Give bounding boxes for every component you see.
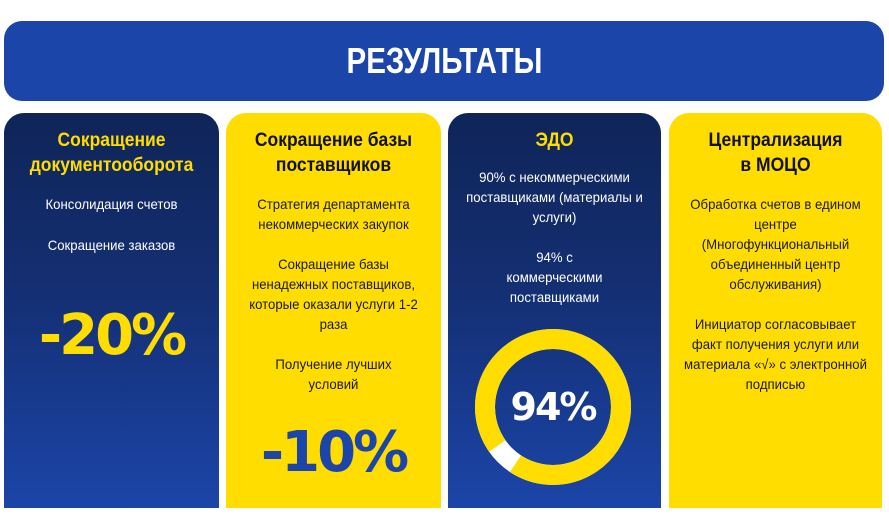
card-document-flow-reduction: Сокращение документооборота Консолидация… bbox=[4, 113, 219, 508]
card-item: Консолидация счетов bbox=[45, 196, 178, 212]
card-item: Получение лучших условий bbox=[275, 356, 392, 392]
card-item: Инициатор согласовывает факт получения у… bbox=[684, 316, 867, 392]
card-item: Сокращение заказов bbox=[47, 237, 176, 253]
reduction-value: -20% bbox=[38, 303, 187, 368]
card-title-line: в МОЦО bbox=[740, 155, 811, 176]
card-title-line: Сокращение bbox=[57, 130, 166, 151]
results-banner: РЕЗУЛЬТАТЫ bbox=[4, 21, 884, 101]
donut-chart: 94% bbox=[474, 328, 632, 486]
donut-ring-icon bbox=[475, 329, 631, 485]
card-title-line: документооборота bbox=[29, 155, 194, 176]
card-item: Обработка счетов в едином центре (Многоф… bbox=[690, 196, 861, 292]
card-title: Сокращение документооборота bbox=[13, 128, 211, 178]
reduction-value: -10% bbox=[260, 420, 409, 485]
card-title-line: Сокращение базы bbox=[254, 130, 413, 151]
card-item: 94% с коммерческими поставщиками bbox=[506, 249, 603, 305]
card-title: ЭДО bbox=[535, 130, 574, 151]
card-edo: ЭДО 90% с некоммерческими поставщиками (… bbox=[448, 113, 661, 508]
card-title: Сокращение базы поставщиков bbox=[235, 128, 433, 178]
donut-value: 94% bbox=[510, 385, 598, 429]
card-item: Стратегия департамента некоммерческих за… bbox=[257, 196, 410, 232]
card-title-line: Централизация bbox=[708, 130, 843, 151]
card-title-line: поставщиков bbox=[275, 155, 392, 176]
card-title: Централизация в МОЦО bbox=[678, 128, 874, 178]
card-centralization: Централизация в МОЦО Обработка счетов в … bbox=[669, 113, 882, 508]
card-item: 90% с некоммерческими поставщиками (мате… bbox=[466, 169, 643, 225]
page-title: РЕЗУЛЬТАТЫ bbox=[346, 40, 542, 81]
card-supplier-base-reduction: Сокращение базы поставщиков Стратегия де… bbox=[226, 113, 441, 508]
card-item: Сокращение базы ненадежных поставщиков, … bbox=[249, 256, 418, 332]
